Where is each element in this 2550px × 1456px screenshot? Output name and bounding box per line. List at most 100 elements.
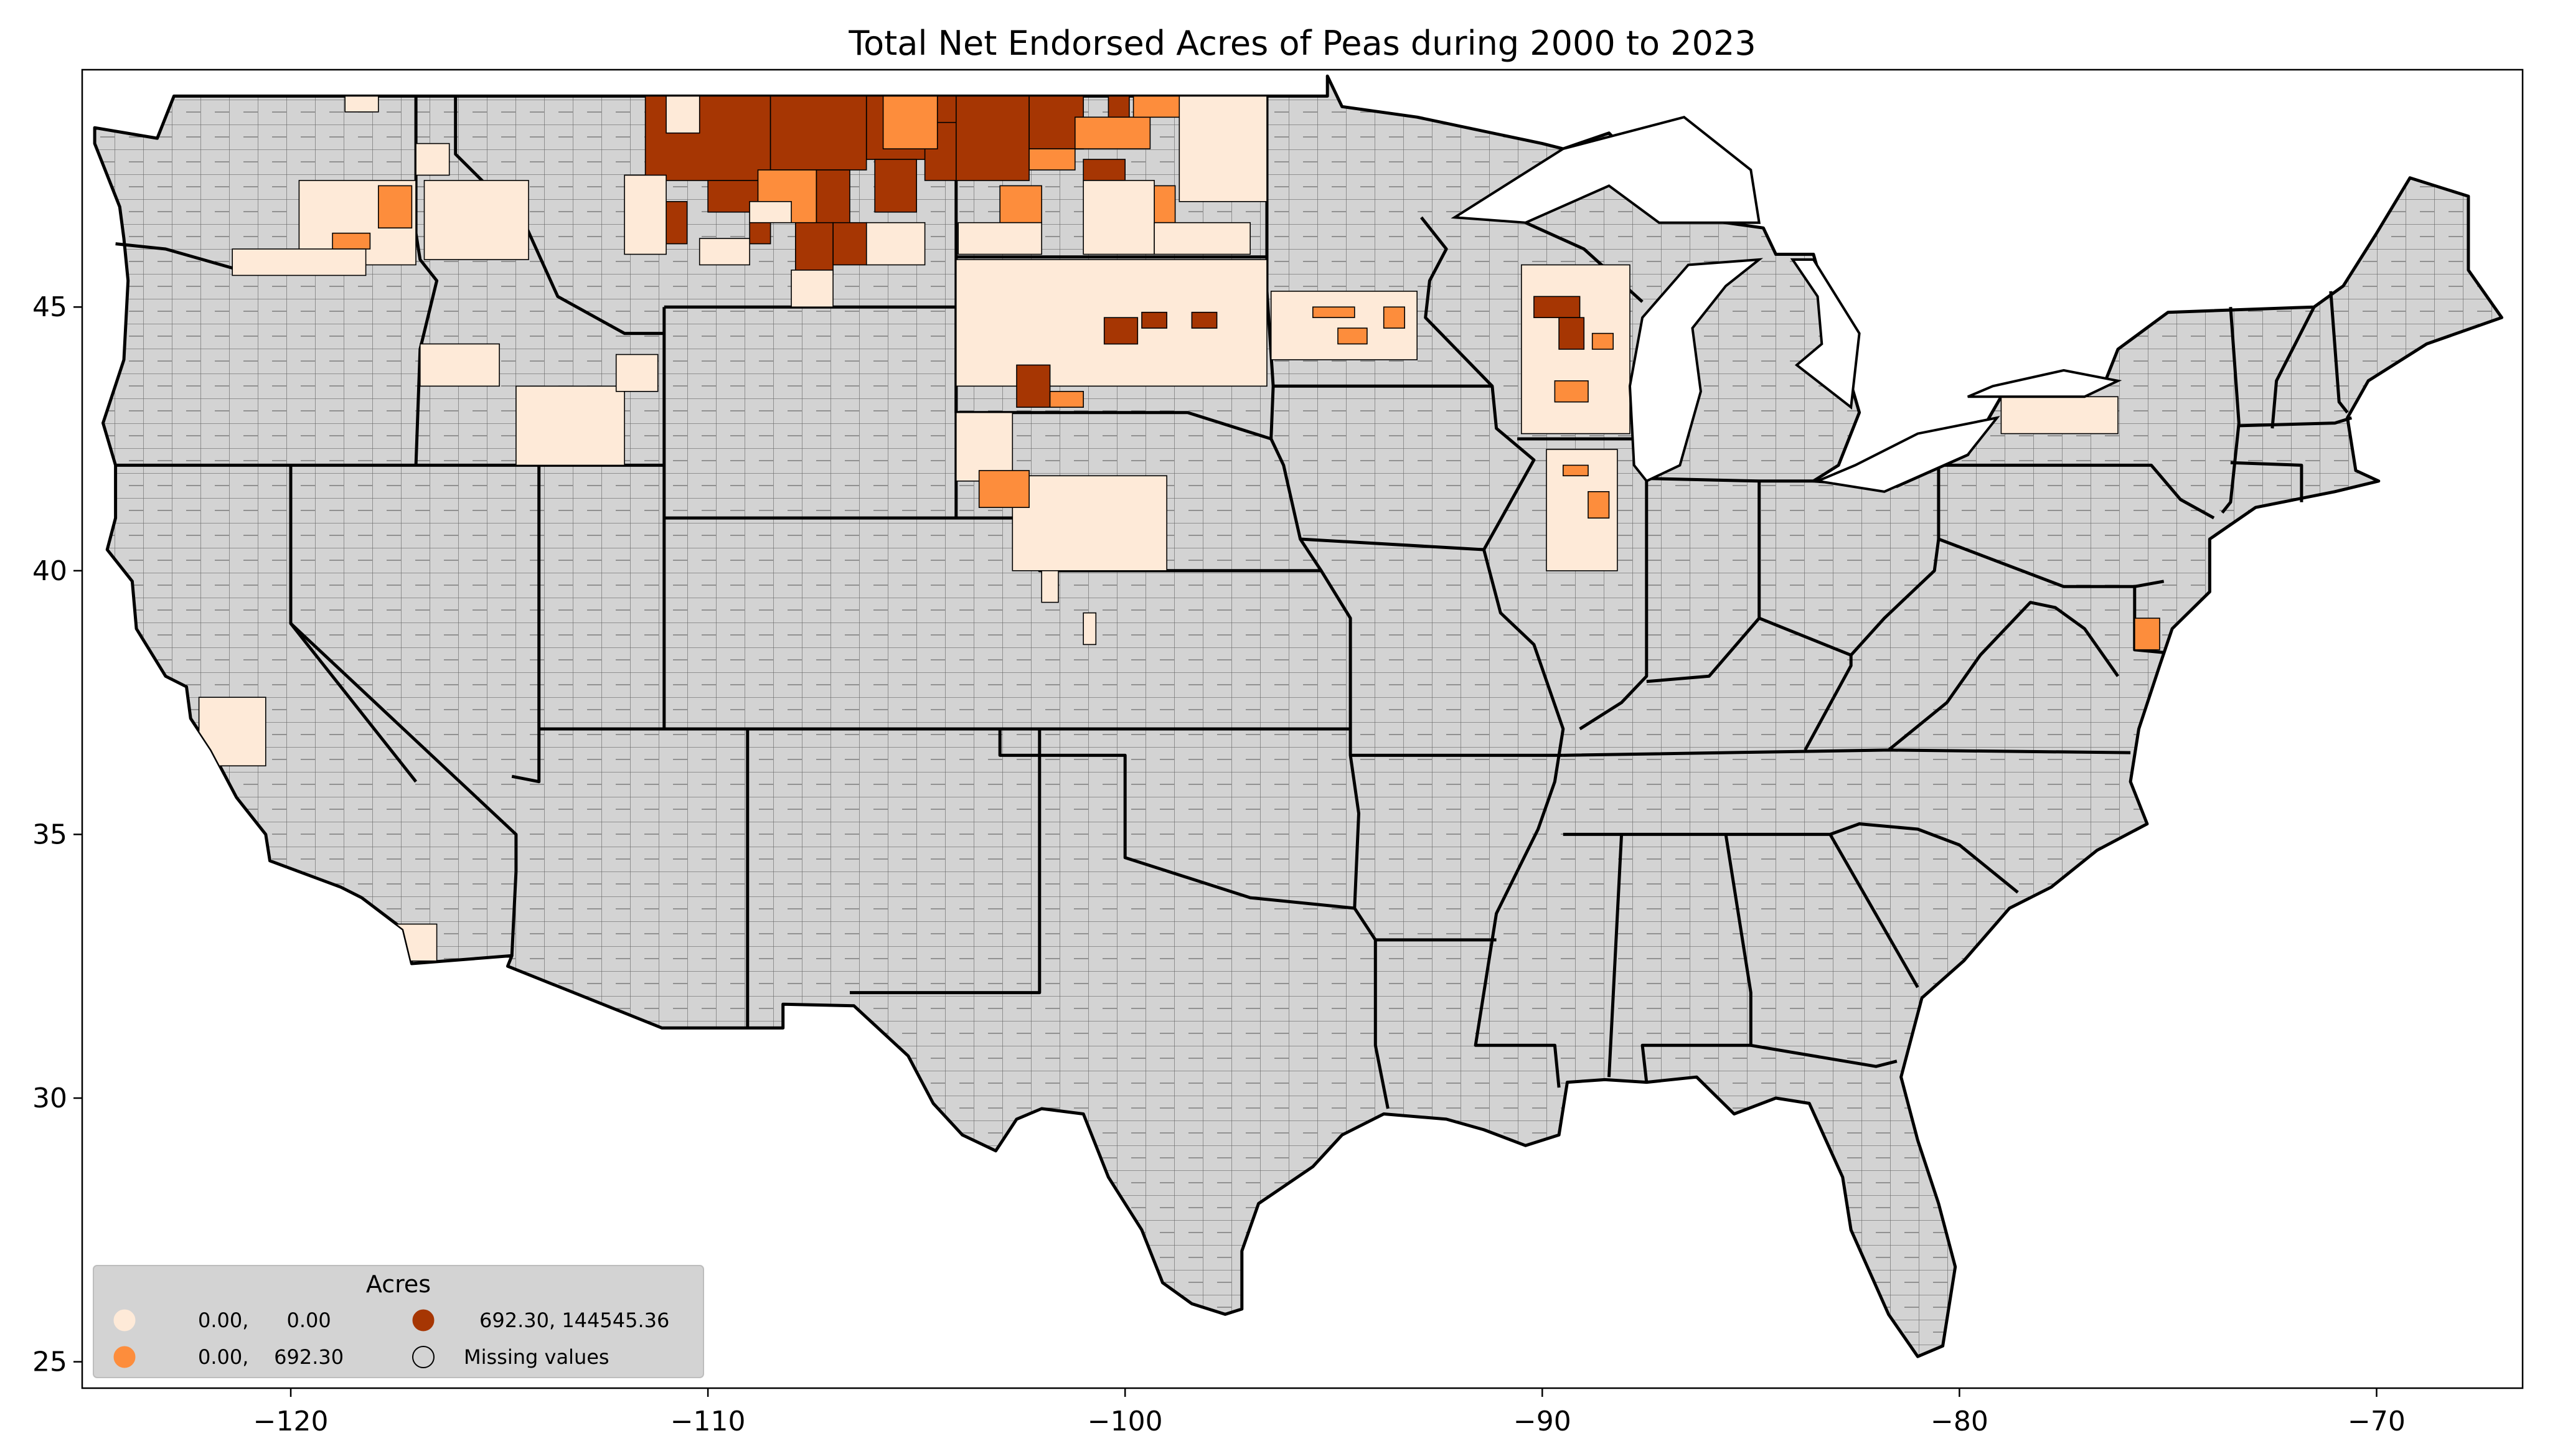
legend-label-mid: 0.00, 692.30 <box>198 1345 344 1369</box>
county-high <box>1103 317 1139 345</box>
county-high <box>1016 364 1051 408</box>
county-low <box>1083 612 1097 646</box>
county-low <box>423 180 529 260</box>
county-mid <box>1337 327 1368 345</box>
state-boundary <box>998 729 1355 910</box>
y-tick-label: 45 <box>32 291 67 323</box>
county-mid <box>978 470 1030 509</box>
state-boundary <box>289 622 418 783</box>
legend-title: Acres <box>366 1270 431 1298</box>
state-boundary <box>1646 477 1814 483</box>
county-low <box>1041 570 1059 603</box>
state-boundary <box>2230 461 2303 502</box>
county-mid <box>1563 464 1589 477</box>
county-mid <box>377 185 413 228</box>
state-boundary <box>454 96 664 336</box>
county-mid <box>1049 390 1084 408</box>
county-high <box>1141 311 1168 329</box>
legend: Acres 0.00, 0.00 0.00, 692.30 692.30, 14… <box>93 1265 704 1378</box>
y-tick-label: 30 <box>32 1083 67 1114</box>
county-high <box>666 200 688 245</box>
county-low <box>344 95 379 113</box>
county-high <box>1028 95 1084 149</box>
county-mid <box>1028 148 1076 171</box>
county-high <box>1558 317 1585 350</box>
county-low <box>515 385 625 466</box>
county-high <box>769 95 867 171</box>
x-tick-label: −110 <box>670 1406 746 1437</box>
county-high <box>1191 311 1218 329</box>
county-mid <box>999 185 1042 223</box>
legend-marker-missing <box>412 1346 435 1368</box>
map-title: Total Net Endorsed Acres of Peas during … <box>848 24 1756 63</box>
county-mid <box>1154 185 1176 223</box>
x-tick-label: −120 <box>253 1406 329 1437</box>
county-low <box>1154 222 1251 255</box>
state-boundary <box>1804 655 1853 751</box>
state-boundary <box>1938 463 2215 520</box>
x-tick-label: −100 <box>1088 1406 1163 1437</box>
county-low <box>624 174 667 255</box>
county-low <box>415 143 450 176</box>
legend-label-high: 692.30, 144545.36 <box>479 1308 669 1332</box>
county-low <box>791 270 834 308</box>
state-boundary <box>1828 834 1919 989</box>
county-high <box>644 95 771 181</box>
state-boundary <box>1887 601 2120 751</box>
county-low <box>956 411 1014 482</box>
county-mid <box>1554 380 1589 403</box>
great-lakes <box>1451 116 2122 493</box>
county-low <box>419 343 500 387</box>
y-axis: 45 40 35 30 25 <box>32 291 82 1378</box>
county-mid <box>332 232 371 250</box>
county-high <box>1108 95 1130 118</box>
county-mid <box>882 95 938 149</box>
state-boundary <box>1646 481 1761 683</box>
state-boundary <box>1750 1043 1898 1068</box>
county-high <box>956 95 1030 181</box>
state-boundary <box>1300 537 1484 552</box>
county-high <box>874 159 917 213</box>
county-high <box>816 169 850 228</box>
county-high <box>1533 296 1581 318</box>
county-low <box>957 222 1042 255</box>
county-low <box>615 354 659 392</box>
county-low <box>866 222 926 266</box>
legend-box <box>93 1265 704 1378</box>
county-low <box>1083 180 1155 255</box>
county-low <box>666 95 700 134</box>
county-mid <box>1312 306 1355 318</box>
state-boundary <box>850 729 1042 995</box>
county-mid <box>1075 116 1151 149</box>
state-boundary <box>1265 96 1390 1109</box>
state-boundary <box>511 465 541 784</box>
county-mid <box>1588 491 1610 519</box>
x-axis: −120 −110 −100 −90 −80 −70 <box>253 1388 2406 1437</box>
county-mid <box>1383 306 1405 329</box>
legend-marker-low <box>113 1309 136 1332</box>
legend-marker-high <box>412 1309 435 1332</box>
state-boundary <box>1758 465 1941 657</box>
county-low <box>2000 396 2119 434</box>
legend-label-low: 0.00, 0.00 <box>198 1308 331 1332</box>
legend-marker-mid <box>113 1346 136 1368</box>
y-tick-label: 40 <box>32 555 67 587</box>
legend-label-missing: Missing values <box>464 1345 609 1369</box>
state-boundary <box>1420 216 1565 1088</box>
county-low <box>232 248 367 276</box>
county-low <box>1179 95 1268 202</box>
state-boundary <box>1607 834 1624 1078</box>
county-mid <box>1591 332 1614 350</box>
state-boundary <box>2239 416 2353 428</box>
state-boundary <box>1579 481 1649 731</box>
state-boundary <box>1938 537 2165 588</box>
state-boundary <box>2329 291 2349 414</box>
county-high <box>795 222 834 276</box>
state-boundary <box>289 465 518 956</box>
state-boundary <box>2270 306 2316 429</box>
county-low <box>699 238 750 266</box>
x-tick-label: −80 <box>1931 1406 1988 1437</box>
county-high <box>1083 159 1126 181</box>
y-tick-label: 25 <box>32 1346 67 1378</box>
